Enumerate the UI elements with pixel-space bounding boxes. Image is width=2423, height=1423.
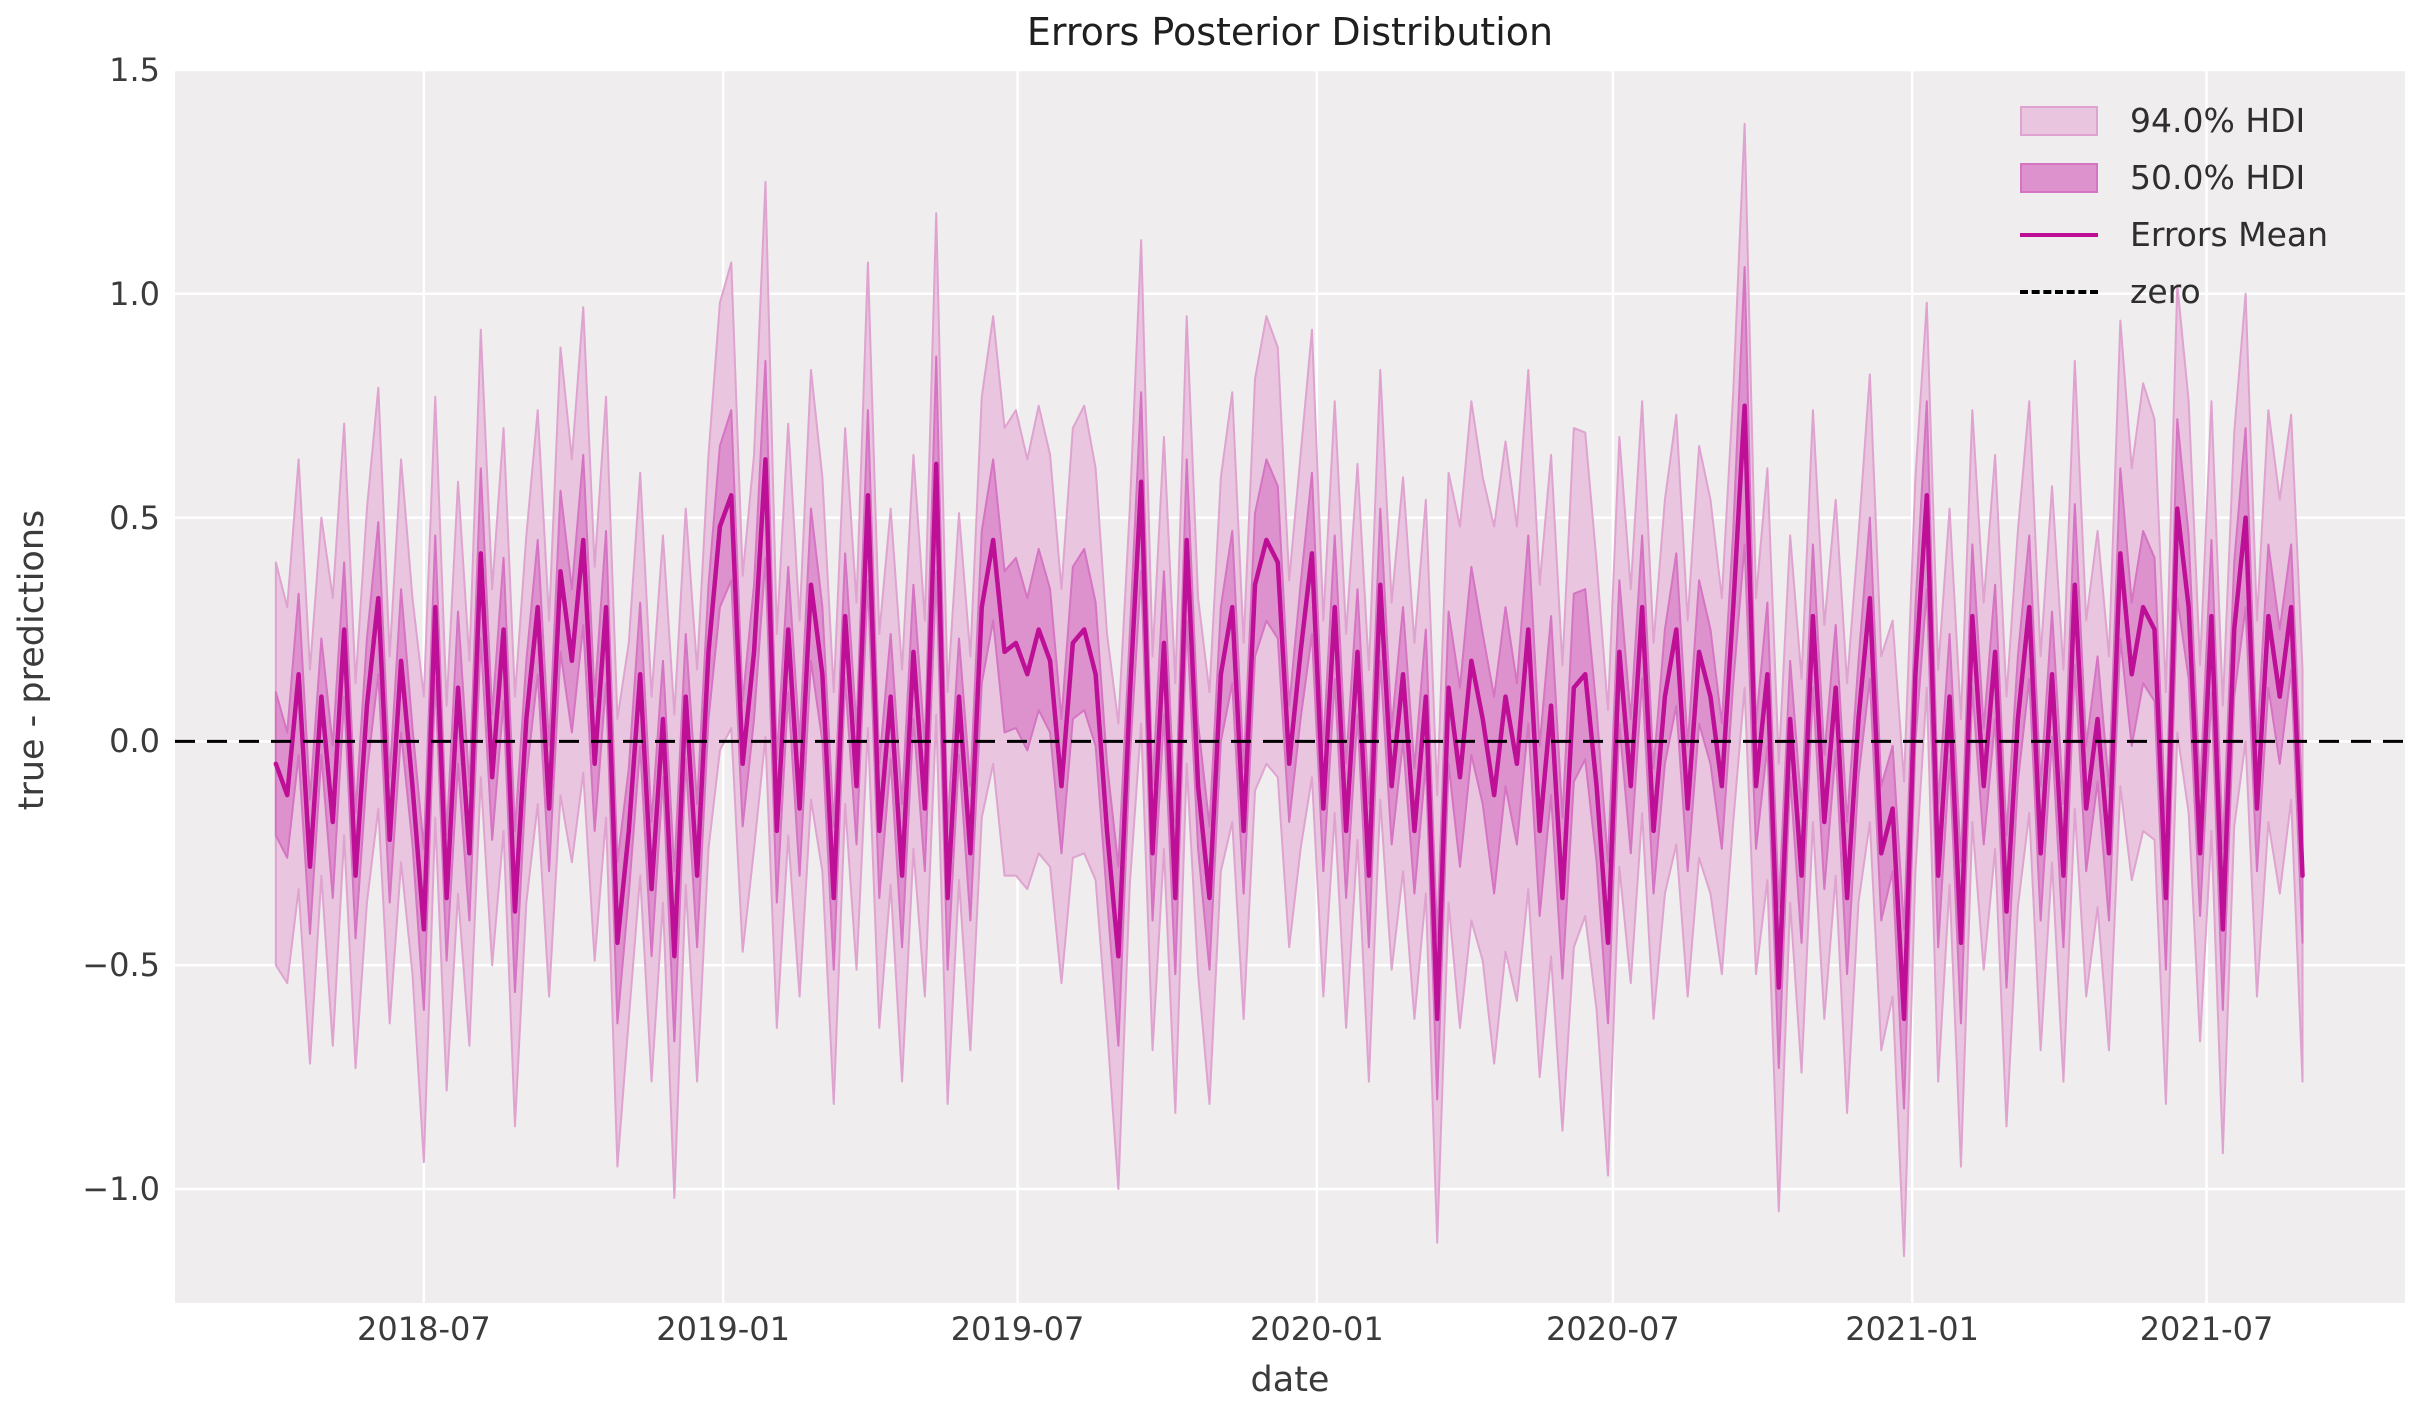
x-tick-label: 2019-07 [950,1310,1085,1348]
mean-line-swatch [2020,232,2098,237]
legend-label: Errors Mean [2130,215,2329,254]
band50-swatch [2020,162,2098,193]
x-tick-label: 2021-01 [1845,1310,1979,1348]
x-tick-label: 2020-01 [1249,1310,1384,1348]
legend-item: zero [2020,263,2410,320]
band94-swatch [2020,105,2098,136]
legend-label: 50.0% HDI [2130,158,2306,197]
y-tick-label: 1.0 [109,274,160,313]
y-axis-label: true - predictions [12,509,52,811]
zero-dashed-swatch [2020,289,2098,294]
legend-item: 50.0% HDI [2020,149,2410,206]
x-tick-label: 2018-07 [357,1310,491,1348]
legend-label: zero [2130,272,2201,311]
legend: 94.0% HDI 50.0% HDI Errors Mean zero [2020,92,2410,320]
x-tick-label: 2020-07 [1546,1310,1680,1348]
x-tick-label: 2021-07 [2139,1310,2274,1348]
y-tick-label: 1.5 [109,51,160,89]
chart-title: Errors Posterior Distribution [1026,10,1554,54]
legend-item: 94.0% HDI [2020,92,2410,149]
y-tick-label: −1.0 [82,1169,160,1208]
y-tick-label: 0.0 [109,722,160,761]
y-tick-label: 0.5 [109,498,160,537]
legend-label: 94.0% HDI [2130,101,2306,140]
legend-item: Errors Mean [2020,206,2410,263]
x-axis-label: date [1250,1360,1330,1400]
x-tick-label: 2019-01 [656,1310,790,1348]
y-tick-label: −0.5 [82,946,160,985]
errors-mean-line [273,403,2305,1022]
